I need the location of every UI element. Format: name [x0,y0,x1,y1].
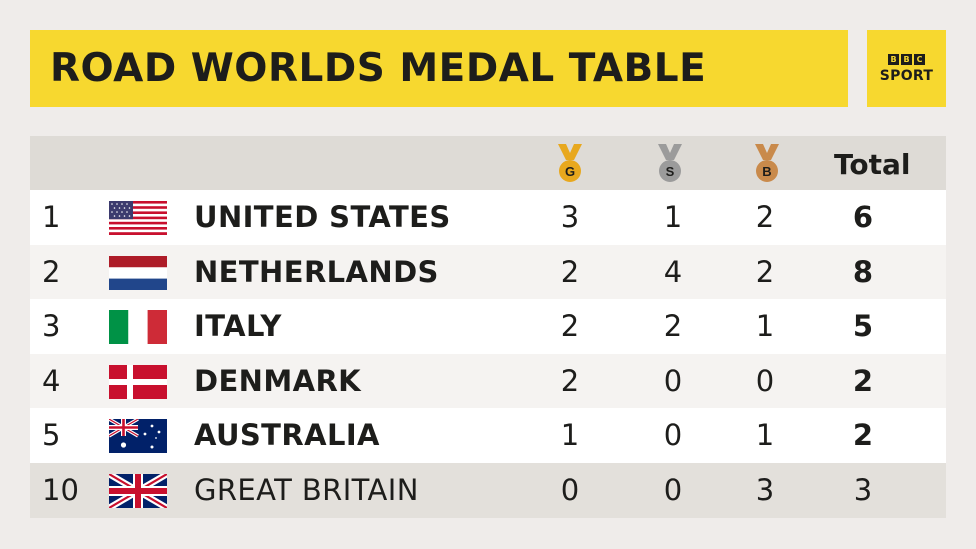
country-name: NETHERLANDS [194,254,439,289]
medal-table: G S B Total 1 [30,136,946,518]
nl-flag-icon [109,255,167,290]
bronze-medal-icon: B [755,144,779,182]
total-count: 2 [852,418,874,453]
total-count: 2 [852,363,874,398]
page-title: ROAD WORLDS MEDAL TABLE [50,46,707,91]
bronze-count: 1 [755,418,775,453]
rank: 10 [42,472,79,507]
rank: 3 [42,309,61,344]
silver-count: 0 [663,472,683,507]
silver-count: 1 [663,200,683,234]
gold-medal-icon: G [558,144,582,182]
table-row: 5 AUSTRALIA 1 0 1 2 [30,408,946,463]
logo-box-2: B [901,53,912,65]
silver-count: 4 [663,254,683,289]
table-row: 2 NETHERLANDS 2 4 2 8 [30,244,946,300]
bbc-blocks: B B C [888,53,925,65]
silver-count: 0 [663,418,683,453]
total-count: 3 [853,472,873,507]
bronze-count: 2 [755,254,775,289]
us-flag-icon [109,201,167,235]
rank: 4 [42,363,61,398]
gold-count: 2 [560,254,580,289]
country-name: AUSTRALIA [194,418,380,453]
logo-sport-text: SPORT [879,67,934,84]
it-flag-icon [109,310,167,345]
bronze-count: 0 [755,363,775,398]
total-count: 8 [852,254,874,289]
total-count: 5 [852,309,874,344]
country-name: UNITED STATES [194,200,451,234]
country-name: GREAT BRITAIN [194,472,419,507]
logo-box-3: C [914,53,925,65]
gold-count: 0 [560,472,580,507]
gb-flag-icon [109,473,167,508]
table-header: G S B Total [30,136,946,190]
bbc-sport-logo: B B C SPORT [867,30,946,107]
rank: 5 [42,418,61,453]
country-name: DENMARK [194,363,362,398]
title-bar: ROAD WORLDS MEDAL TABLE [30,30,848,107]
rank: 1 [42,200,61,234]
gold-letter: G [565,164,575,179]
table-row: 3 ITALY 2 2 1 5 [30,299,946,354]
logo-box-1: B [888,53,899,65]
silver-count: 2 [663,309,683,344]
table-row: 1 UNITED STATES 3 1 2 6 [30,190,946,245]
total-header: Total [834,148,911,181]
gold-count: 2 [560,309,580,344]
bronze-count: 2 [755,200,775,234]
au-flag-icon [109,419,167,454]
country-name: ITALY [194,309,282,344]
rank: 2 [42,254,61,289]
table-row: 4 DENMARK 2 0 0 2 [30,353,946,409]
bronze-count: 3 [755,472,775,507]
gold-count: 2 [560,363,580,398]
silver-letter: S [666,164,675,179]
bronze-letter: B [762,164,771,179]
gold-count: 3 [560,200,580,234]
dk-flag-icon [109,364,167,399]
table-row-highlighted: 10 GREAT BRITAIN 0 0 3 3 [30,462,946,518]
total-count: 6 [852,200,874,234]
gold-count: 1 [560,418,580,453]
bronze-count: 1 [755,309,775,344]
silver-medal-icon: S [658,144,682,182]
silver-count: 0 [663,363,683,398]
